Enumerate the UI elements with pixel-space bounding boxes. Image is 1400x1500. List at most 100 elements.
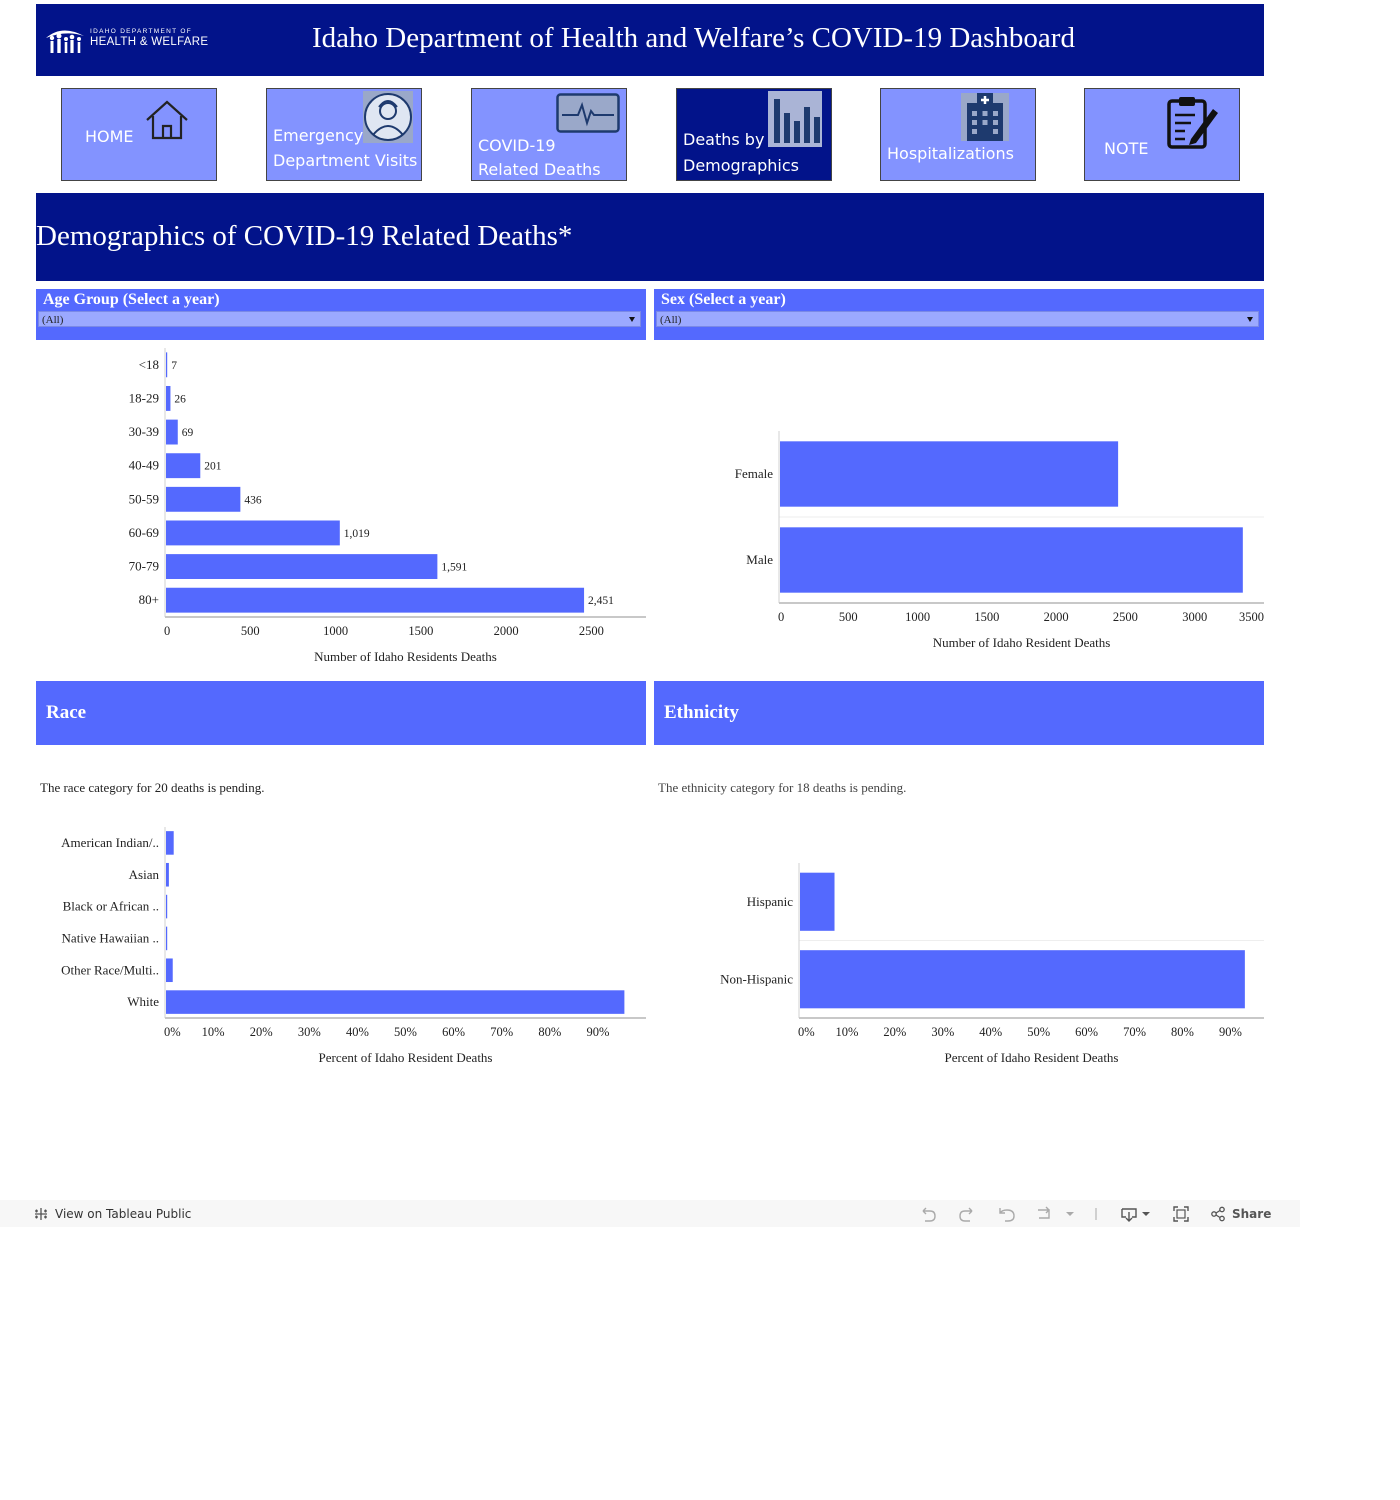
ethnicity-pending-note: The ethnicity category for 18 deaths is …	[658, 780, 907, 795]
age-bar	[166, 520, 340, 546]
nav-deaths-label-2: Related Deaths	[478, 160, 601, 179]
nav-demographics-button[interactable]: Deaths by Demographics	[676, 88, 832, 181]
age-bar	[166, 419, 178, 445]
heartbeat-monitor-icon	[556, 93, 620, 133]
redo-button[interactable]	[958, 1200, 976, 1227]
idhw-logo[interactable]: IDAHO DEPARTMENT OF HEALTH & WELFARE	[44, 26, 209, 56]
sex-category-label: Male	[746, 552, 773, 567]
age-tick-label: 1000	[323, 624, 348, 638]
race-category-label: Other Race/Multi..	[61, 962, 159, 977]
nav-emergency-label-2: Department Visits	[273, 151, 418, 170]
revert-icon	[999, 1207, 1015, 1222]
age-bar	[166, 554, 438, 580]
sex-year-dropdown[interactable]: (All)	[656, 311, 1259, 327]
nav-note-button[interactable]: NOTE	[1084, 88, 1240, 181]
race-tick-label: 30%	[298, 1025, 321, 1039]
race-tick-label: 90%	[586, 1025, 609, 1039]
age-category-label: 40-49	[129, 458, 159, 473]
age-value-label: 7	[171, 360, 177, 372]
race-category-label: Native Hawaiian ..	[62, 930, 159, 945]
sex-bar	[780, 527, 1243, 593]
race-bar	[166, 926, 168, 951]
race-category-label: Black or African ..	[63, 899, 159, 914]
refresh-dropdown-icon	[1038, 1206, 1074, 1219]
age-bar	[166, 486, 241, 512]
ethnicity-bar	[800, 950, 1245, 1009]
age-category-label: 30-39	[129, 424, 159, 439]
ethnicity-category-label: Hispanic	[747, 894, 793, 909]
race-pending-note: The race category for 20 deaths is pendi…	[40, 780, 265, 795]
redo-icon	[959, 1207, 973, 1222]
race-category-label: American Indian/..	[61, 835, 159, 850]
race-tick-label: 40%	[346, 1025, 369, 1039]
age-category-label: 70-79	[129, 559, 159, 574]
ethnicity-tick-label: 90%	[1219, 1025, 1242, 1039]
tableau-logo-icon	[35, 1207, 47, 1220]
ethnicity-tick-label: 40%	[979, 1025, 1002, 1039]
age-category-label: <18	[139, 357, 159, 372]
fullscreen-button[interactable]	[1172, 1200, 1190, 1227]
ethnicity-bar	[800, 872, 835, 931]
age-x-axis-title: Number of Idaho Residents Deaths	[314, 649, 497, 664]
nav-demographics-label-2: Demographics	[683, 156, 799, 175]
age-value-label: 26	[174, 393, 186, 405]
age-value-label: 69	[182, 427, 194, 439]
age-filter-panel: Age Group (Select a year) (All)	[36, 289, 646, 340]
age-bar	[166, 453, 201, 479]
sex-filter-panel: Sex (Select a year) (All)	[654, 289, 1264, 340]
sex-year-value: (All)	[660, 314, 682, 326]
download-button[interactable]	[1120, 1200, 1152, 1227]
age-value-label: 1,019	[344, 528, 370, 540]
sex-tick-label: 0	[778, 610, 784, 624]
chevron-down-icon	[629, 317, 635, 322]
view-on-tableau-public-link[interactable]: View on Tableau Public	[33, 1200, 191, 1227]
age-tick-label: 0	[164, 624, 170, 638]
undo-button[interactable]	[919, 1200, 937, 1227]
race-chart: American Indian/.. Asian Black or African …	[61, 827, 646, 1065]
fullscreen-icon	[1173, 1205, 1189, 1222]
nav-home-label: HOME	[85, 127, 134, 146]
clipboard-edit-icon	[1167, 97, 1218, 149]
age-bar	[166, 385, 171, 411]
race-header: Race	[36, 681, 646, 745]
tableau-toolbar: View on Tableau Public	[0, 1200, 1300, 1227]
nav-home-button[interactable]: HOME	[61, 88, 217, 181]
race-tick-label: 0%	[164, 1025, 181, 1039]
sex-filter-title: Sex (Select a year)	[661, 291, 786, 308]
divider-icon	[1095, 1207, 1097, 1220]
race-category-label: Asian	[129, 867, 160, 882]
nav-deaths-label-1: COVID-19	[478, 136, 556, 155]
ethnicity-tick-label: 80%	[1171, 1025, 1194, 1039]
nav-emergency-button[interactable]: Emergency Department Visits	[266, 88, 422, 181]
section-title: Demographics of COVID-19 Related Deaths*	[36, 220, 573, 252]
race-title: Race	[46, 702, 87, 723]
house-icon	[146, 100, 188, 140]
chevron-down-icon	[1247, 317, 1253, 322]
header-banner: IDAHO DEPARTMENT OF HEALTH & WELFARE Ida…	[36, 4, 1264, 76]
nav-hospitalizations-button[interactable]: Hospitalizations	[880, 88, 1036, 181]
pause-updates-button[interactable]	[1035, 1200, 1079, 1227]
revert-button[interactable]	[998, 1200, 1016, 1227]
logo-line-2: HEALTH & WELFARE	[90, 36, 209, 48]
race-bar	[166, 862, 169, 887]
age-category-label: 18-29	[129, 390, 159, 405]
sex-chart: Female Male 0 500 1000 1500 2000 2500 3000 3500 Nu…	[735, 431, 1264, 650]
age-year-dropdown[interactable]: (All)	[38, 311, 641, 327]
race-category-label: White	[127, 994, 159, 1009]
section-header: Demographics of COVID-19 Related Deaths*	[36, 193, 1264, 281]
sex-tick-label: 3000	[1182, 610, 1207, 624]
nav-deaths-button[interactable]: COVID-19 Related Deaths	[471, 88, 627, 181]
share-button[interactable]: Share	[1210, 1200, 1271, 1227]
age-value-label: 2,451	[588, 595, 614, 607]
toolbar-divider	[1094, 1200, 1098, 1227]
ethnicity-chart: Hispanic Non-Hispanic 0% 10% 20% 30% 40% 50% 60%…	[720, 863, 1264, 1065]
nav-hospitalizations-label: Hospitalizations	[887, 144, 1014, 163]
ethnicity-x-axis-title: Percent of Idaho Resident Deaths	[944, 1050, 1118, 1065]
nav-emergency-label-1: Emergency	[273, 126, 364, 145]
logo-line-1: IDAHO DEPARTMENT OF	[90, 28, 192, 35]
sex-bar	[780, 441, 1119, 507]
ethnicity-tick-label: 0%	[798, 1025, 815, 1039]
age-year-value: (All)	[42, 314, 64, 326]
age-category-label: 80+	[139, 592, 159, 607]
bar-chart-icon	[768, 91, 822, 147]
